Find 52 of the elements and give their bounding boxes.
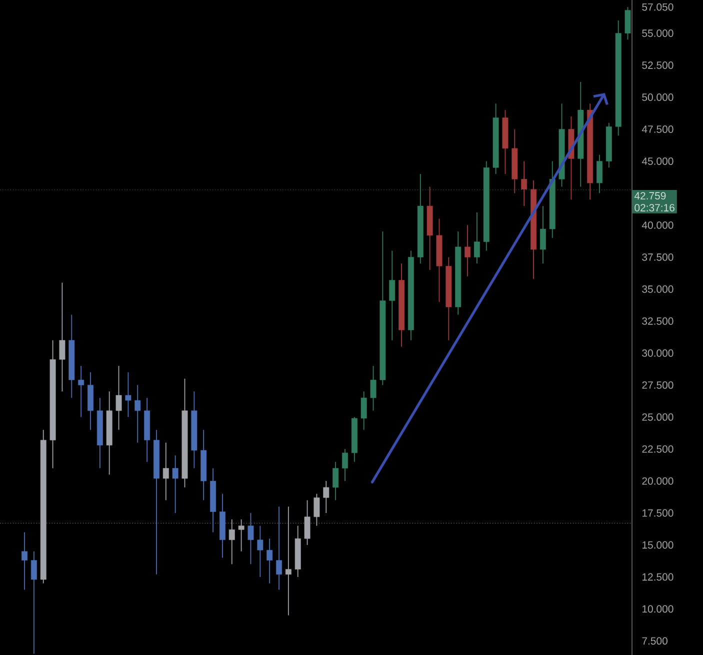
y-tick-label: 57.050 — [642, 3, 674, 11]
y-tick-label: 52.500 — [642, 62, 674, 69]
candlestick — [22, 532, 28, 590]
candlestick — [370, 365, 376, 412]
y-tick-label: 27.500 — [642, 381, 674, 389]
y-tick-label: 45.000 — [642, 157, 674, 165]
candlestick — [134, 384, 141, 444]
candlestick — [464, 224, 471, 277]
y-tick-label: 25.000 — [642, 413, 674, 421]
candlestick — [125, 372, 132, 418]
candlestick — [521, 160, 528, 206]
y-tick-label: 35.000 — [642, 285, 674, 293]
y-tick-label: 37.500 — [642, 253, 674, 261]
candlestick — [389, 250, 396, 341]
candlestick — [332, 461, 339, 501]
candlestick — [276, 506, 282, 590]
candlestick — [474, 212, 480, 264]
y-tick-label: 55.000 — [642, 30, 674, 37]
candlestick — [266, 538, 273, 584]
y-tick-label: 10.000 — [642, 605, 674, 613]
candlestick — [342, 448, 348, 482]
y-tick-label: 12.500 — [642, 573, 674, 581]
candlestick — [238, 518, 244, 552]
candlestick — [540, 206, 546, 264]
y-tick-label: 15.000 — [642, 541, 674, 549]
candlestick — [78, 365, 84, 418]
y-tick-label: 47.500 — [642, 126, 674, 133]
candlestick — [285, 506, 292, 616]
text: 02:37:16 — [634, 204, 674, 212]
y-tick-label: 17.500 — [642, 509, 674, 517]
candlestick — [228, 518, 235, 565]
candlestick — [172, 454, 178, 514]
candlestick — [304, 500, 310, 546]
candlestick — [360, 391, 367, 430]
candlestick — [314, 493, 320, 526]
candlestick — [116, 365, 122, 430]
y-tick-label: 20.000 — [642, 477, 674, 485]
candlestick — [596, 154, 602, 194]
candlestick — [624, 6, 631, 40]
y-tick-label: 50.000 — [642, 94, 674, 101]
ref-line-label: 42.759 — [634, 192, 666, 200]
y-tick-label: 32.500 — [642, 317, 674, 325]
y-tick-label: 30.000 — [642, 349, 674, 357]
y-tick-label: 22.500 — [642, 445, 674, 453]
candlestick — [162, 442, 169, 501]
y-tick-label: 40.000 — [642, 221, 674, 229]
candlestick — [257, 525, 264, 578]
candlestick — [323, 480, 330, 514]
candlestick — [59, 282, 66, 392]
y-tick-label: 7.500 — [642, 637, 668, 645]
candlestick — [30, 550, 37, 654]
candlestick — [248, 512, 254, 565]
